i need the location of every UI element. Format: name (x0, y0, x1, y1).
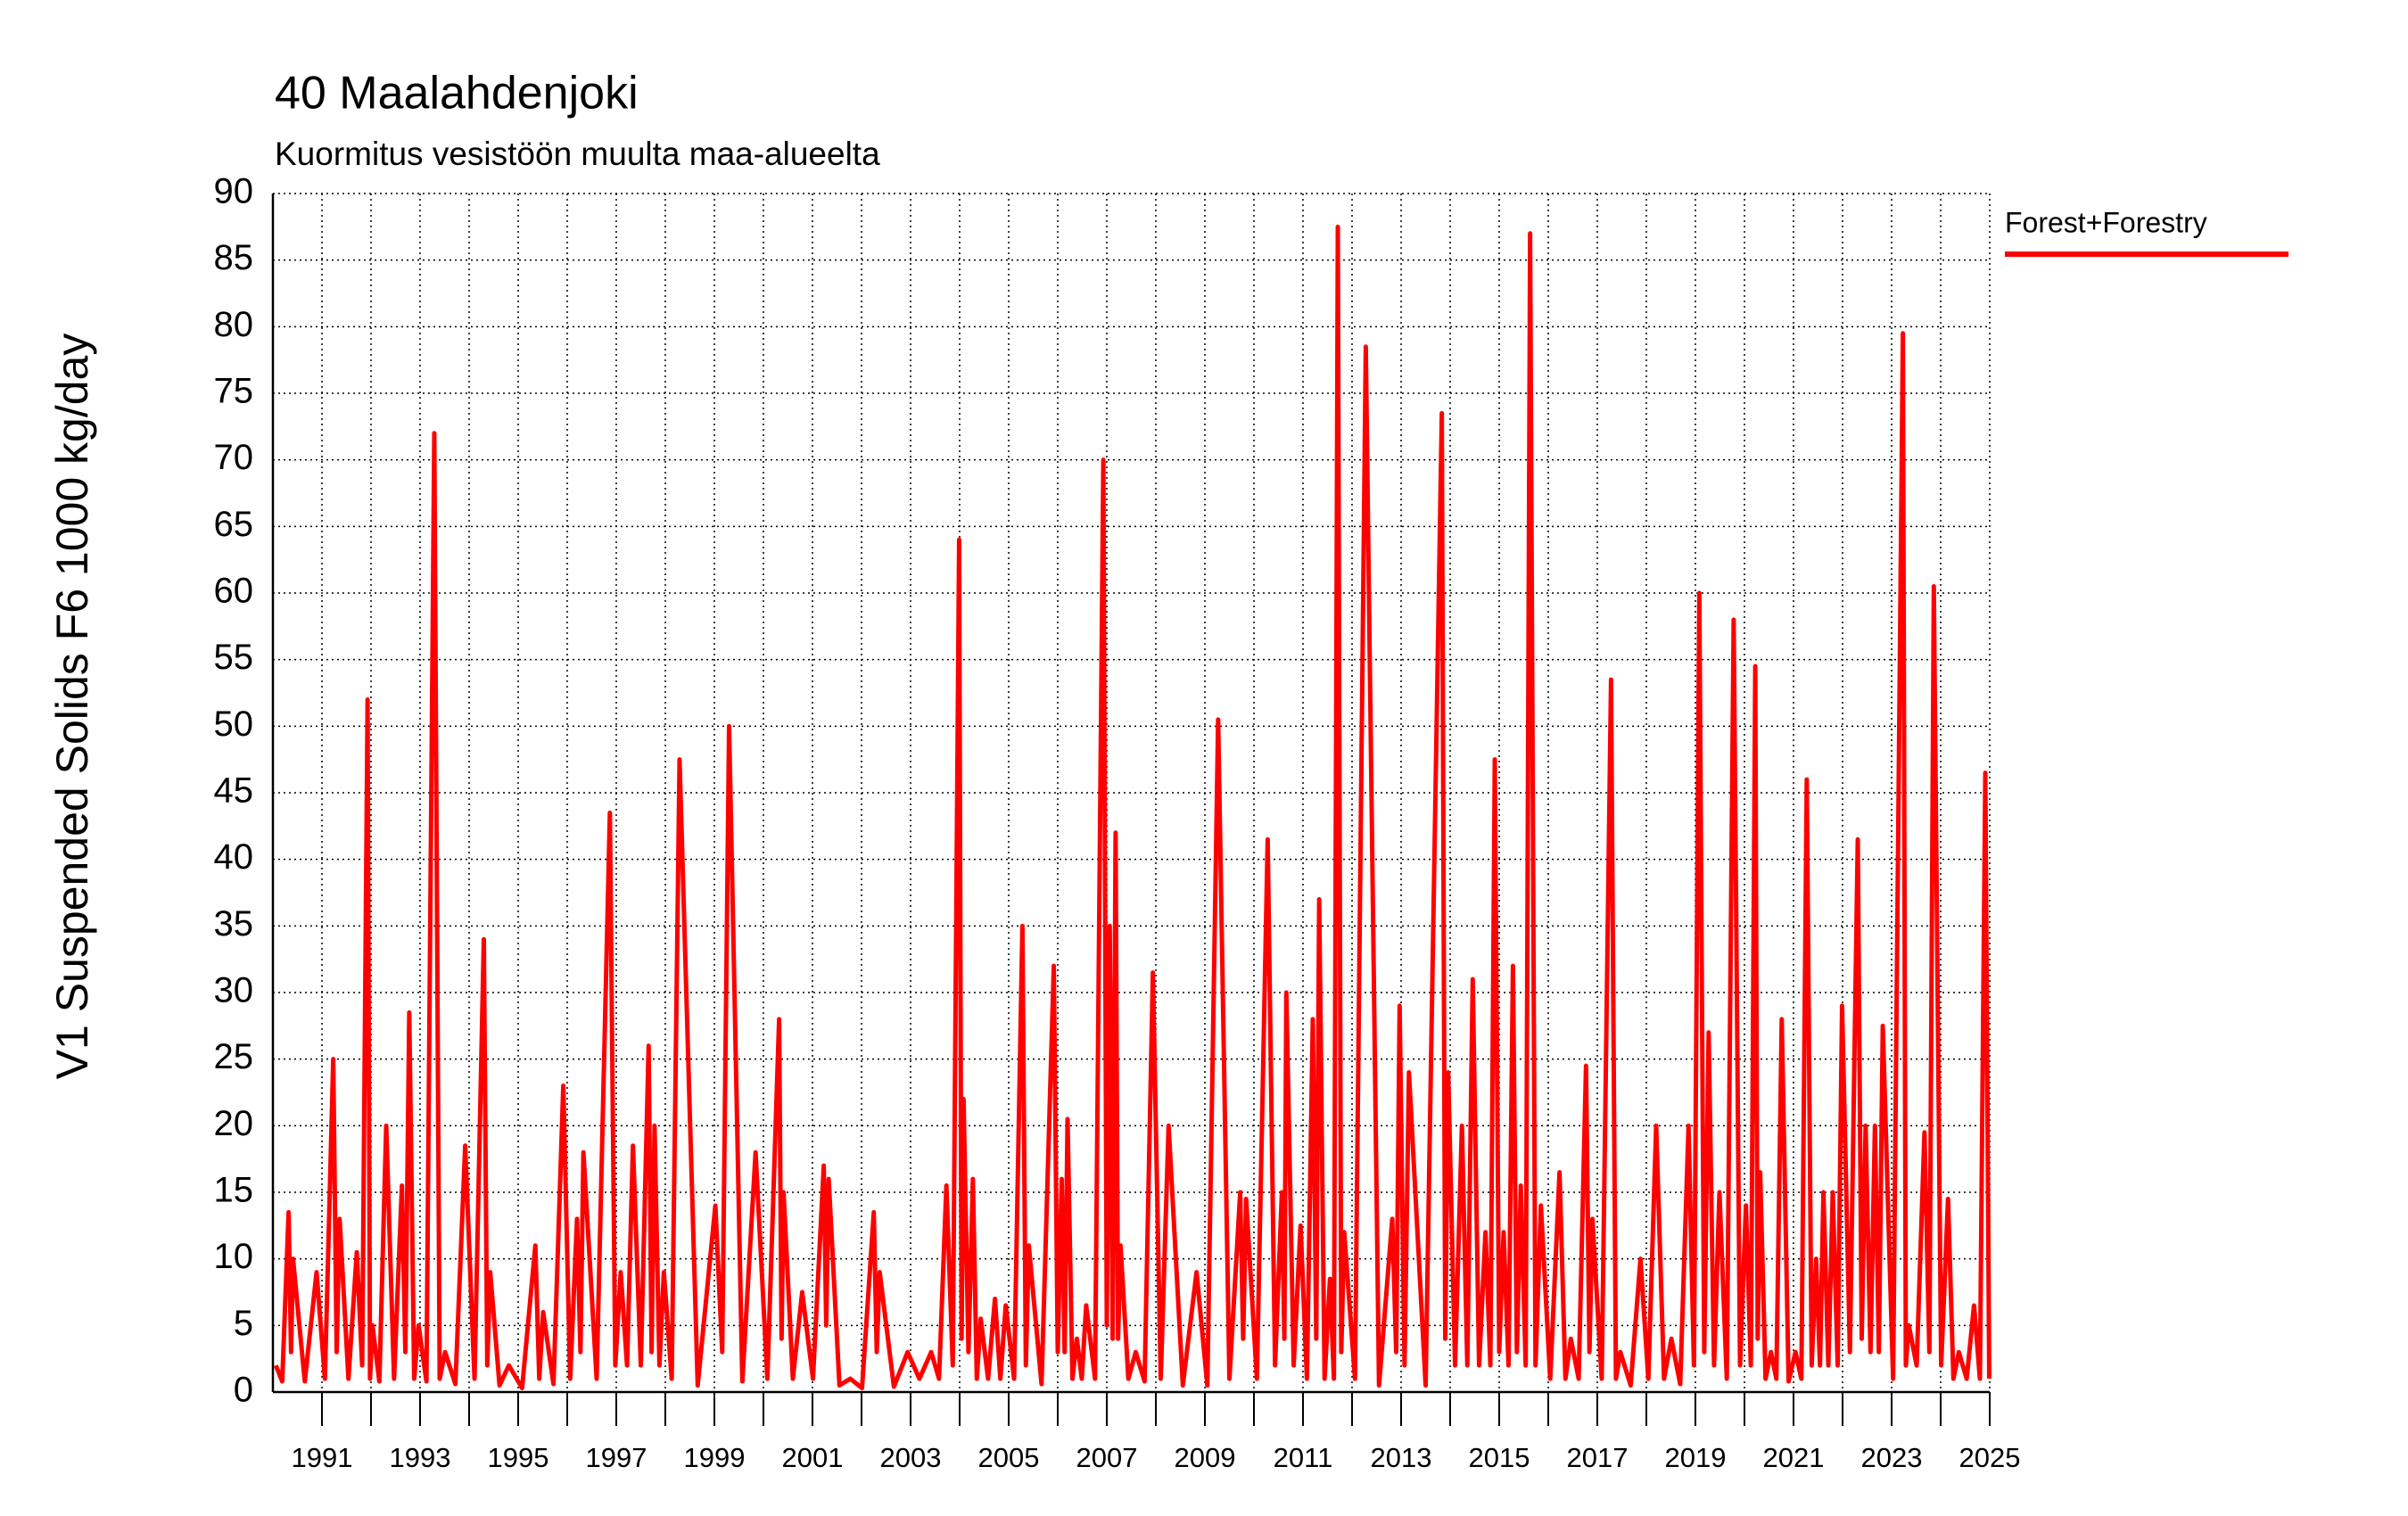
x-tick-label: 1991 (292, 1442, 353, 1473)
x-tick-label: 2005 (978, 1442, 1040, 1473)
x-tick-label: 2001 (782, 1442, 844, 1473)
x-tick-label: 2021 (1763, 1442, 1825, 1473)
series-line (273, 224, 1992, 1391)
x-tick-label: 1995 (488, 1442, 549, 1473)
x-tick-label: 2003 (880, 1442, 942, 1473)
y-tick-label: 40 (214, 837, 254, 877)
y-tick-label: 65 (214, 505, 254, 544)
x-tick-label: 2013 (1371, 1442, 1432, 1473)
x-tick-label: 1993 (390, 1442, 451, 1473)
y-tick-label: 20 (214, 1104, 254, 1143)
x-tick-label: 2025 (1959, 1442, 2021, 1473)
y-tick-label: 85 (214, 238, 254, 277)
y-tick-label: 45 (214, 771, 254, 811)
y-tick-label: 50 (214, 704, 254, 744)
x-tick-label: 2023 (1861, 1442, 1923, 1473)
x-tick-label: 2007 (1076, 1442, 1138, 1473)
y-tick-label: 70 (214, 438, 254, 477)
x-tick-label: 2009 (1175, 1442, 1236, 1473)
y-tick-label: 10 (214, 1237, 254, 1276)
chart-title: 40 Maalahdenjoki (275, 68, 639, 119)
y-tick-label: 0 (234, 1371, 253, 1410)
x-tick-label: 2011 (1274, 1442, 1333, 1473)
y-tick-label: 35 (214, 904, 254, 943)
y-tick-label: 60 (214, 572, 254, 611)
y-tick-label: 5 (234, 1304, 253, 1343)
y-tick-label: 25 (214, 1037, 254, 1076)
y-tick-label: 90 (214, 172, 254, 211)
x-tick-label: 1997 (586, 1442, 647, 1473)
y-tick-label: 30 (214, 971, 254, 1010)
legend-label: Forest+Forestry (2005, 206, 2207, 238)
y-tick-label: 80 (214, 305, 254, 344)
x-tick-label: 2015 (1469, 1442, 1530, 1473)
y-tick-label: 55 (214, 638, 254, 677)
x-tick-label: 2019 (1665, 1442, 1727, 1473)
x-tick-label: 2017 (1567, 1442, 1629, 1473)
chart-subtitle: Kuormitus vesistöön muulta maa-alueelta (275, 136, 880, 172)
x-tick-label: 1999 (684, 1442, 746, 1473)
y-tick-label: 15 (214, 1171, 254, 1210)
y-tick-label: 75 (214, 372, 254, 411)
y-axis-label: V1 Suspended Solids F6 1000 kg/day (47, 334, 97, 1080)
